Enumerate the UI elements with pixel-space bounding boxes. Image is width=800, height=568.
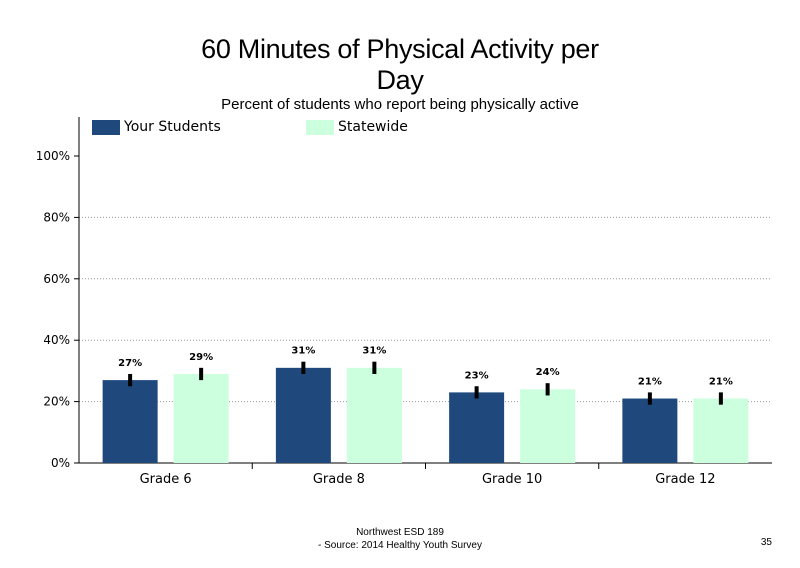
bar	[173, 373, 229, 463]
data-label: 29%	[189, 352, 213, 363]
footer-organization: Northwest ESD 189	[356, 527, 444, 538]
y-tick-label: 20%	[43, 395, 70, 409]
footer: Northwest ESD 189 - Source: 2014 Healthy…	[0, 526, 800, 552]
x-category-label: Grade 10	[482, 472, 542, 487]
legend-item-statewide: Statewide	[306, 117, 408, 137]
chart-title-line-2: Day	[376, 65, 424, 95]
data-label: 27%	[118, 358, 142, 369]
bar	[275, 367, 331, 463]
y-tick-label: 60%	[43, 272, 70, 286]
chart-subtitle: Percent of students who report being phy…	[221, 96, 579, 113]
data-label: 21%	[638, 376, 662, 387]
legend-swatch-statewide	[306, 119, 334, 135]
x-category-label: Grade 8	[313, 472, 365, 487]
x-category-label: Grade 12	[655, 472, 715, 487]
data-label: 31%	[362, 346, 386, 357]
y-tick-label: 80%	[43, 210, 70, 224]
x-category-label: Grade 6	[140, 472, 192, 487]
legend-item-your-students: Your Students	[92, 117, 221, 137]
data-label: 24%	[536, 367, 560, 378]
bar	[520, 389, 576, 463]
page-number: 35	[760, 537, 772, 548]
bar	[693, 398, 749, 463]
bar	[346, 367, 402, 463]
legend-label-your-students: Your Students	[124, 119, 221, 135]
bar	[449, 392, 505, 463]
data-label: 21%	[709, 376, 733, 387]
footer-source: - Source: 2014 Healthy Youth Survey	[318, 540, 482, 551]
y-tick-label: 40%	[43, 333, 70, 347]
data-label: 23%	[465, 370, 489, 381]
bar	[622, 398, 678, 463]
chart-title-line-1: 60 Minutes of Physical Activity per	[201, 34, 599, 64]
data-label: 31%	[291, 346, 315, 357]
chart-title: 60 Minutes of Physical Activity per Day	[0, 34, 800, 96]
bar	[102, 380, 158, 463]
y-tick-label: 0%	[51, 456, 70, 470]
legend-swatch-your-students	[92, 119, 120, 135]
y-tick-label: 100%	[36, 149, 70, 163]
legend-label-statewide: Statewide	[338, 119, 408, 135]
